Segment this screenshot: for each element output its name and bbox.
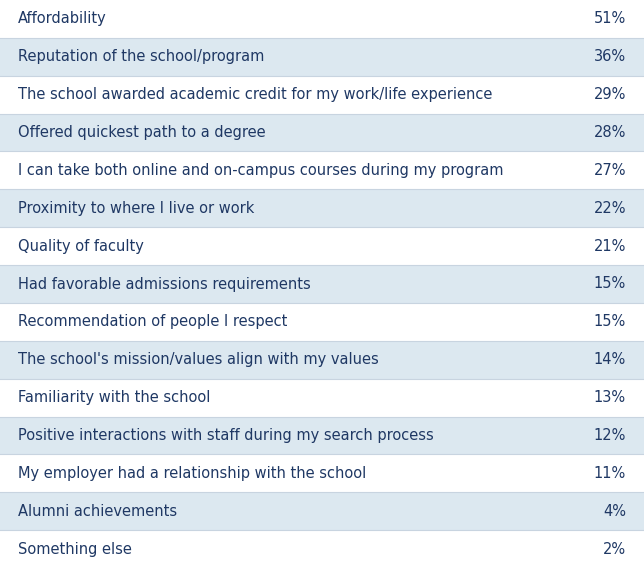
Bar <box>0 189 644 227</box>
Text: Recommendation of people I respect: Recommendation of people I respect <box>18 314 287 329</box>
Text: Offered quickest path to a degree: Offered quickest path to a degree <box>18 125 265 140</box>
Bar <box>0 76 644 114</box>
Text: 14%: 14% <box>594 352 626 367</box>
Text: 2%: 2% <box>603 541 626 557</box>
Bar <box>0 227 644 265</box>
Text: 12%: 12% <box>594 428 626 443</box>
Text: 15%: 15% <box>594 314 626 329</box>
Bar <box>0 454 644 492</box>
Bar <box>0 530 644 568</box>
Text: The school awarded academic credit for my work/life experience: The school awarded academic credit for m… <box>18 87 493 102</box>
Bar <box>0 265 644 303</box>
Bar <box>0 416 644 454</box>
Text: The school's mission/values align with my values: The school's mission/values align with m… <box>18 352 379 367</box>
Text: Something else: Something else <box>18 541 132 557</box>
Text: 11%: 11% <box>594 466 626 481</box>
Text: 21%: 21% <box>594 239 626 254</box>
Bar <box>0 38 644 76</box>
Bar <box>0 303 644 341</box>
Text: 36%: 36% <box>594 49 626 64</box>
Text: Had favorable admissions requirements: Had favorable admissions requirements <box>18 277 311 291</box>
Text: My employer had a relationship with the school: My employer had a relationship with the … <box>18 466 366 481</box>
Text: 15%: 15% <box>594 277 626 291</box>
Text: Proximity to where I live or work: Proximity to where I live or work <box>18 201 254 216</box>
Text: 51%: 51% <box>594 11 626 27</box>
Text: Reputation of the school/program: Reputation of the school/program <box>18 49 265 64</box>
Bar <box>0 379 644 416</box>
Text: Familiarity with the school: Familiarity with the school <box>18 390 211 405</box>
Text: I can take both online and on-campus courses during my program: I can take both online and on-campus cou… <box>18 163 504 178</box>
Text: 29%: 29% <box>594 87 626 102</box>
Text: Positive interactions with staff during my search process: Positive interactions with staff during … <box>18 428 434 443</box>
Bar <box>0 152 644 189</box>
Text: Affordability: Affordability <box>18 11 107 27</box>
Text: 27%: 27% <box>594 163 626 178</box>
Text: 4%: 4% <box>603 504 626 519</box>
Text: 28%: 28% <box>594 125 626 140</box>
Bar <box>0 492 644 530</box>
Text: 22%: 22% <box>594 201 626 216</box>
Text: Alumni achievements: Alumni achievements <box>18 504 177 519</box>
Bar <box>0 114 644 152</box>
Bar <box>0 0 644 38</box>
Text: Quality of faculty: Quality of faculty <box>18 239 144 254</box>
Text: 13%: 13% <box>594 390 626 405</box>
Bar <box>0 341 644 379</box>
